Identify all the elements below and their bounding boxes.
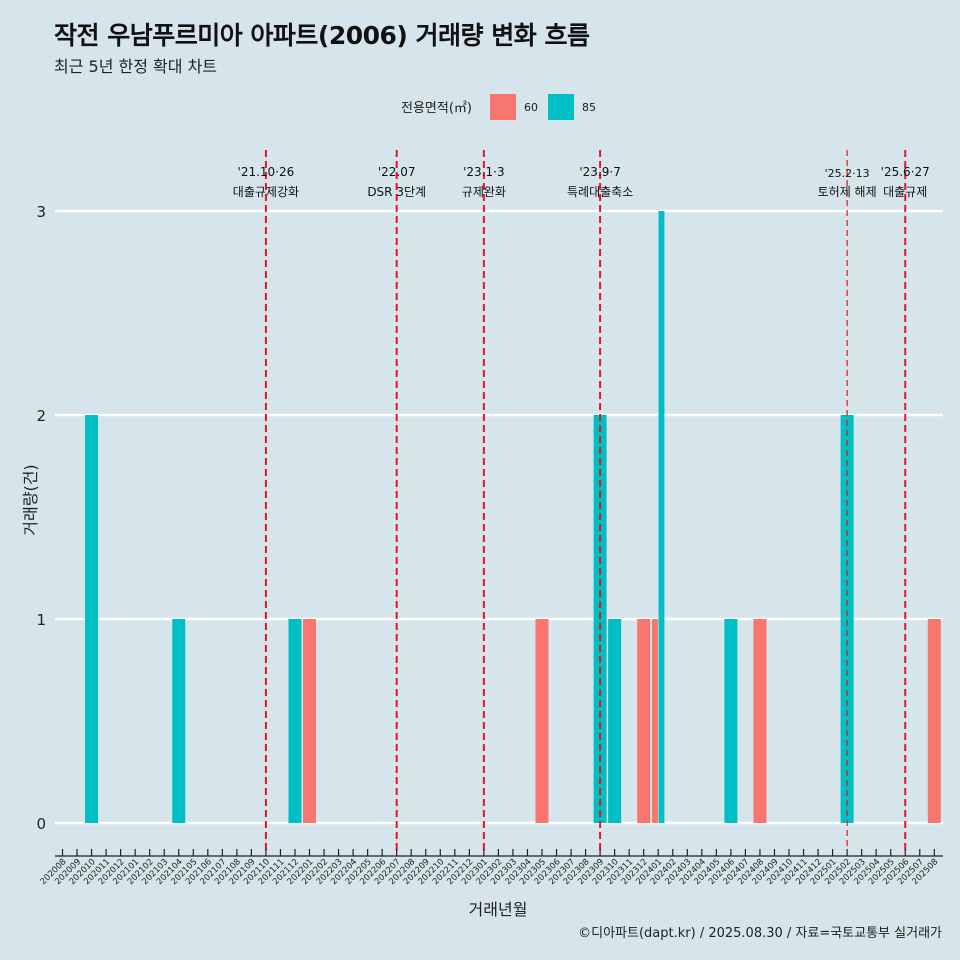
y-axis-ticks: 0 1 2 3: [36, 203, 46, 833]
legend-swatch-85: [548, 94, 574, 120]
event-date-202301: '23.1·3: [463, 165, 504, 179]
x-axis: 2020082020092020102020112020122021012021…: [39, 849, 943, 887]
y-axis-label: 거래량(건): [21, 464, 40, 535]
legend-title: 전용면적(㎡): [401, 101, 472, 116]
gridlines: [55, 209, 943, 825]
event-label-202309: 특례대출축소: [567, 185, 633, 199]
bars: [85, 211, 941, 823]
bar-60-202312: [637, 619, 651, 823]
event-date-202207: '22.07: [378, 165, 416, 179]
event-label-202301: 규제완화: [462, 185, 506, 199]
event-date-202110: '21.10·26: [238, 165, 295, 179]
event-label-202506: 대출규제: [883, 185, 927, 199]
y-tick-label-3: 3: [36, 203, 46, 221]
event-lines: [264, 150, 907, 850]
bar-85-202502: [840, 415, 854, 823]
y-tick-label-2: 2: [36, 407, 46, 425]
bar-60-202305: [535, 619, 549, 823]
event-label-202110: 대출규제강화: [233, 185, 299, 199]
bar-85-202406: [724, 619, 738, 823]
bar-85-202010: [85, 415, 99, 823]
chart-title: 작전 우남푸르미아 아파트(2006) 거래량 변화 흐름: [54, 21, 590, 50]
bar-60-202201: [303, 619, 317, 823]
bar-85-202104: [172, 619, 186, 823]
event-label-202207: DSR 3단계: [367, 185, 426, 199]
bar-85-202401: [658, 211, 665, 823]
bar-60-202401: [652, 619, 658, 823]
y-tick-label-1: 1: [36, 611, 46, 629]
event-date-202309: '23.9·7: [579, 165, 620, 179]
bar-85-202310: [608, 619, 622, 823]
chart-subtitle: 최근 5년 한정 확대 차트: [54, 57, 218, 76]
event-date-202502: '25.2·13: [825, 167, 870, 180]
bar-60-202508: [927, 619, 941, 823]
legend-label-60: 60: [524, 101, 538, 114]
source-caption: ©디아파트(dapt.kr) / 2025.08.30 / 자료=국토교통부 실…: [578, 926, 942, 941]
legend-swatch-60: [490, 94, 516, 120]
bar-85-202112: [288, 619, 302, 823]
legend-label-85: 85: [582, 101, 596, 114]
event-date-202506: '25.6·27: [881, 165, 930, 179]
event-label-202502: 토허제 해제: [818, 185, 877, 199]
legend: 전용면적(㎡) 60 85: [401, 94, 596, 120]
x-axis-label: 거래년월: [469, 900, 528, 919]
y-tick-label-0: 0: [36, 815, 46, 833]
event-annotations: '21.10·26 대출규제강화 '22.07 DSR 3단계 '23.1·3 규제완화 '…: [233, 165, 930, 199]
bar-60-202408: [753, 619, 767, 823]
